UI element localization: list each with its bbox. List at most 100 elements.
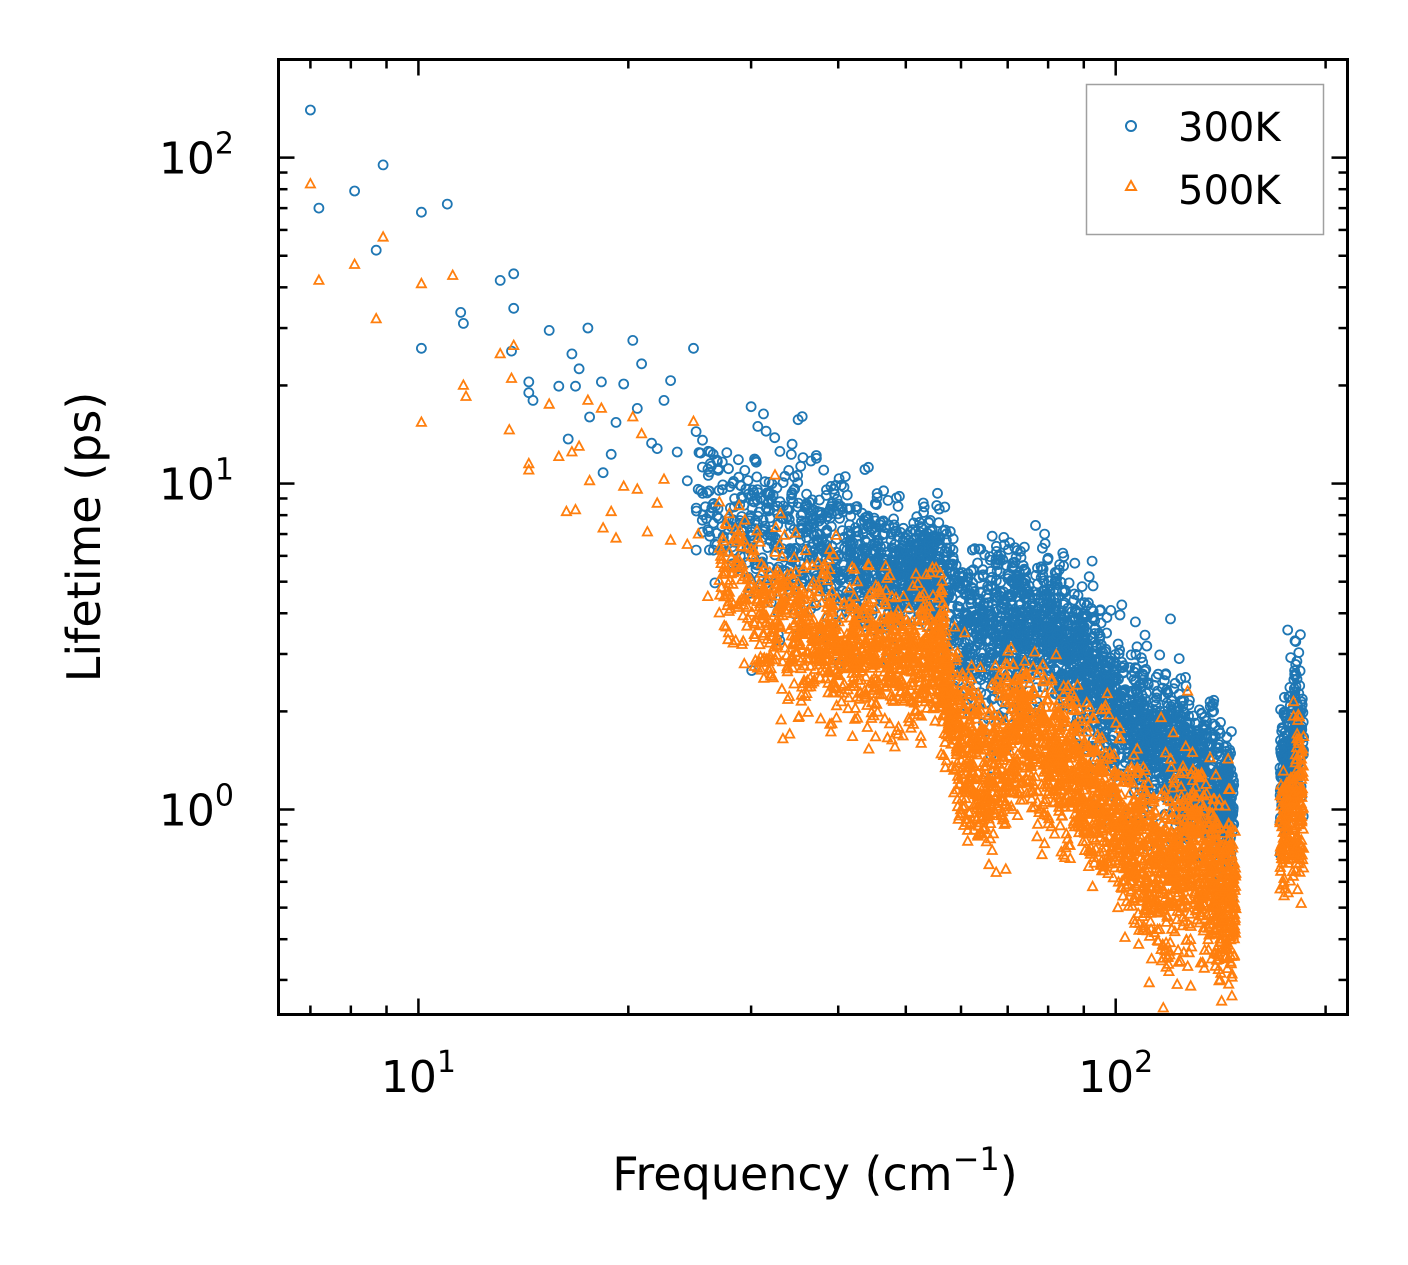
data-point-500k (869, 730, 882, 742)
data-point-300k (1007, 557, 1019, 569)
data-point-300k (1030, 570, 1042, 581)
data-point-300k (527, 394, 539, 406)
data-point-300k (665, 375, 676, 387)
data-point-500k (596, 521, 610, 533)
data-point-300k (972, 557, 983, 569)
data-point-300k (787, 496, 799, 508)
data-point-300k (751, 471, 763, 483)
data-point-300k (965, 616, 977, 628)
data-point-500k (657, 472, 671, 484)
data-point-300k (1056, 614, 1068, 626)
data-point-500k (415, 415, 428, 427)
data-point-300k (871, 488, 883, 499)
data-point-300k (985, 649, 997, 660)
data-point-300k (721, 447, 733, 459)
data-point-300k (1131, 641, 1143, 653)
data-point-300k (1173, 653, 1185, 664)
data-point-300k (696, 514, 708, 526)
data-point-300k (878, 485, 889, 497)
data-point-300k (1063, 577, 1075, 589)
data-point-300k (703, 526, 715, 537)
data-point-300k (836, 525, 848, 536)
data-point-300k (692, 483, 704, 495)
data-point-300k (596, 376, 607, 388)
data-point-300k (969, 543, 981, 555)
data-point-300k (573, 363, 585, 375)
data-point-300k (415, 342, 427, 354)
data-point-300k (1037, 542, 1048, 554)
data-point-300k (1082, 639, 1094, 650)
data-point-300k (1044, 603, 1056, 615)
data-point-300k (1139, 629, 1151, 641)
data-point-300k (712, 464, 724, 476)
data-point-300k (711, 510, 723, 522)
data-point-300k (795, 460, 807, 472)
data-point-300k (965, 598, 977, 610)
data-point-300k (1039, 528, 1050, 540)
data-point-300k (862, 513, 874, 525)
data-point-300k (953, 601, 965, 613)
data-point-500k (617, 479, 630, 491)
data-point-300k (690, 426, 702, 438)
data-point-300k (786, 489, 798, 501)
data-point-500k (595, 401, 608, 413)
data-point-300k (1141, 640, 1153, 652)
data-point-300k (1139, 725, 1150, 737)
data-point-300k (973, 623, 984, 635)
data-point-500k (788, 677, 801, 689)
data-point-300k (785, 448, 797, 460)
data-point-300k (967, 577, 979, 589)
data-point-300k (820, 544, 832, 556)
data-point-300k (709, 577, 721, 589)
data-point-300k (651, 443, 663, 455)
data-point-300k (808, 513, 820, 524)
data-point-300k (882, 494, 894, 506)
data-point-300k (990, 591, 1002, 603)
data-point-300k (750, 454, 762, 466)
data-point-300k (1072, 589, 1084, 601)
data-point-300k (746, 502, 758, 514)
data-point-300k (779, 470, 791, 482)
data-point-500k (348, 257, 361, 269)
data-point-300k (1125, 649, 1137, 661)
data-point-300k (910, 526, 922, 537)
data-point-500k (651, 496, 664, 508)
data-point-500k (783, 727, 796, 739)
data-point-300k (841, 503, 853, 514)
data-point-300k (774, 445, 786, 457)
data-point-500k (457, 378, 470, 390)
data-point-300k (697, 434, 708, 446)
data-point-300k (962, 568, 974, 579)
data-point-300k (1087, 580, 1099, 592)
data-point-300k (1100, 643, 1112, 655)
data-point-300k (1051, 629, 1063, 640)
data-point-300k (627, 334, 639, 346)
data-point-300k (1103, 675, 1114, 687)
data-point-300k (370, 244, 382, 256)
data-point-300k (834, 570, 845, 582)
data-point-300k (760, 425, 772, 437)
data-point-300k (618, 378, 630, 390)
data-point-300k (761, 488, 773, 500)
data-point-300k (582, 322, 594, 334)
data-point-500k (572, 439, 586, 451)
data-point-300k (1099, 666, 1111, 677)
data-point-300k (847, 537, 859, 549)
data-point-300k (1059, 586, 1070, 598)
data-point-300k (869, 515, 881, 527)
data-point-300k (1130, 616, 1141, 628)
data-point-300k (882, 546, 893, 558)
data-point-500k (814, 712, 827, 724)
data-point-300k (973, 543, 985, 555)
data-point-300k (771, 482, 783, 494)
data-point-300k (1075, 616, 1087, 627)
data-point-300k (1140, 663, 1152, 675)
data-point-300k (931, 500, 943, 511)
data-point-300k (441, 198, 453, 210)
data-point-300k (863, 461, 874, 473)
data-point-300k (875, 541, 886, 553)
data-point-300k (923, 516, 934, 528)
data-point-300k (1105, 655, 1116, 667)
data-point-300k (813, 515, 825, 527)
data-point-500k (552, 449, 565, 462)
